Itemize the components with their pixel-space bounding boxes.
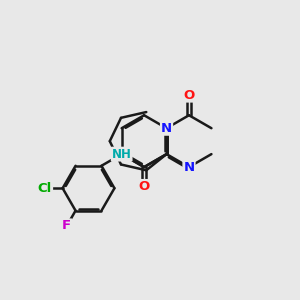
Text: N: N (161, 122, 172, 135)
Text: O: O (139, 180, 150, 193)
Text: NH: NH (112, 148, 132, 160)
Text: O: O (183, 88, 195, 101)
Text: F: F (62, 220, 71, 232)
Text: Cl: Cl (38, 182, 52, 195)
Text: N: N (183, 160, 195, 174)
